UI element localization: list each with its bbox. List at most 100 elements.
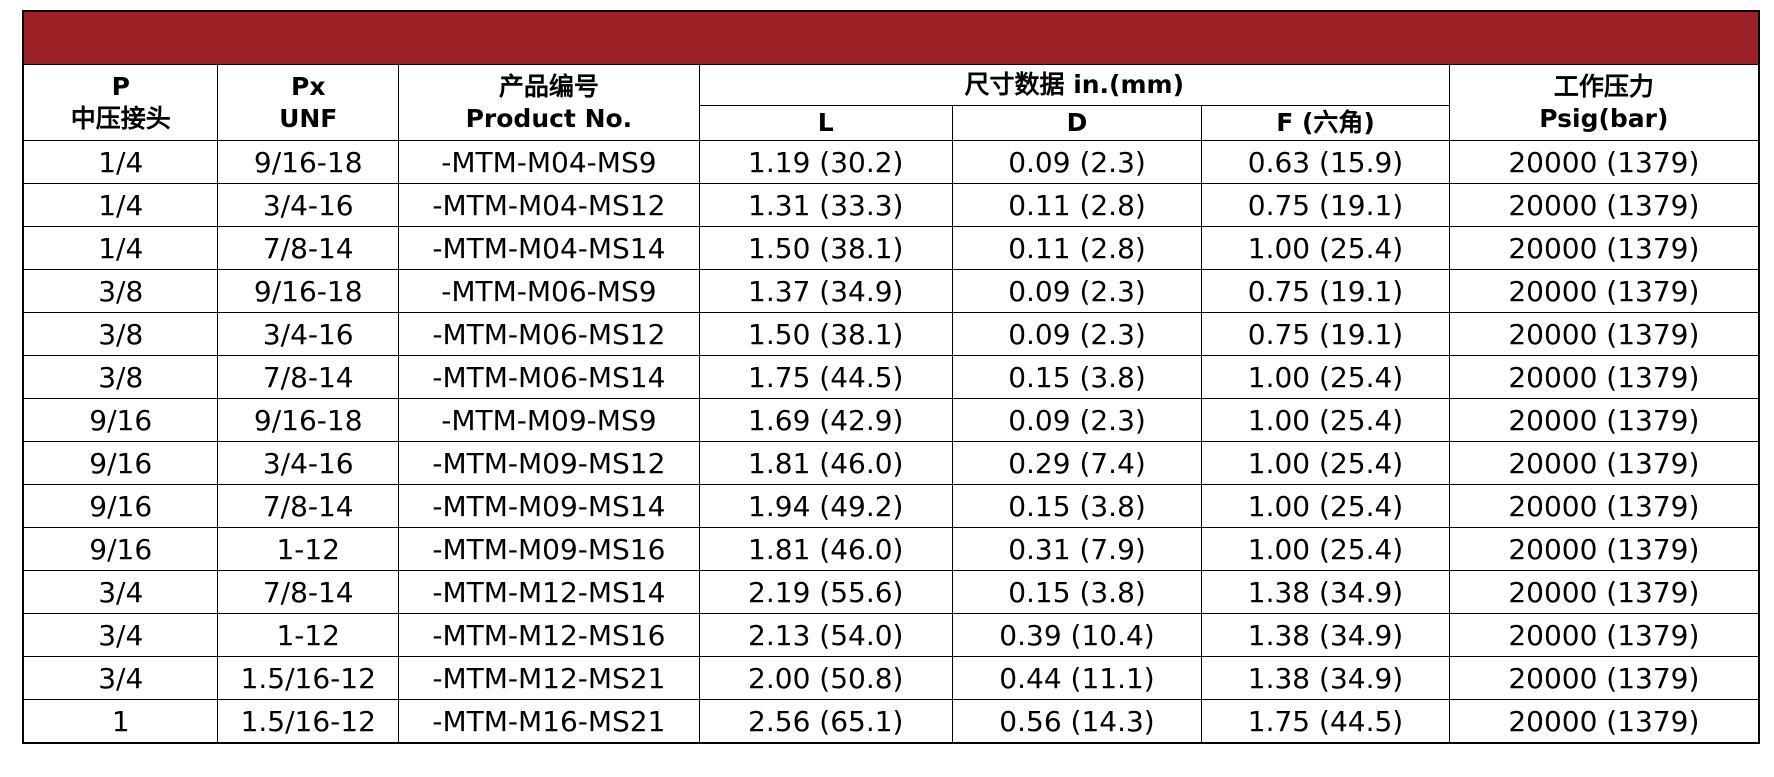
table-row: 1/4 7/8-14 -MTM-M04-MS14 1.50 (38.1) 0.11 (2… xyxy=(22,226,1760,270)
header-d: D xyxy=(951,105,1203,141)
cell-f: 1.38 (34.9) xyxy=(1201,656,1450,700)
header-product-line1: 产品编号 xyxy=(498,71,599,101)
cell-p: 9/16 xyxy=(22,484,219,528)
cell-pressure: 20000 (1379) xyxy=(1448,183,1760,227)
header-dimensions: 尺寸数据 in.(mm) xyxy=(698,64,1450,106)
cell-l: 1.94 (49.2) xyxy=(698,484,953,528)
cell-px: 1.5/16-12 xyxy=(217,699,399,744)
cell-f: 1.00 (25.4) xyxy=(1201,441,1450,485)
table-row: 9/16 3/4-16 -MTM-M09-MS12 1.81 (46.0) 0.29 (… xyxy=(22,441,1760,485)
cell-pressure: 20000 (1379) xyxy=(1448,398,1760,442)
cell-f: 1.38 (34.9) xyxy=(1201,613,1450,657)
cell-product-no: -MTM-M06-MS12 xyxy=(397,312,700,356)
table-row: 9/16 9/16-18 -MTM-M09-MS9 1.69 (42.9) 0.09 (… xyxy=(22,398,1760,442)
cell-l: 2.13 (54.0) xyxy=(698,613,953,657)
cell-f: 1.00 (25.4) xyxy=(1201,484,1450,528)
cell-d: 0.09 (2.3) xyxy=(951,140,1203,184)
cell-pressure: 20000 (1379) xyxy=(1448,613,1760,657)
header-l: L xyxy=(698,105,953,141)
cell-p: 1 xyxy=(22,699,219,744)
cell-px: 3/4-16 xyxy=(217,183,399,227)
table-banner xyxy=(22,10,1760,64)
cell-f: 1.00 (25.4) xyxy=(1201,355,1450,399)
cell-f: 1.00 (25.4) xyxy=(1201,398,1450,442)
header-f: F (六角) xyxy=(1201,105,1450,141)
cell-px: 1.5/16-12 xyxy=(217,656,399,700)
cell-d: 0.11 (2.8) xyxy=(951,183,1203,227)
cell-l: 1.50 (38.1) xyxy=(698,312,953,356)
cell-px: 3/4-16 xyxy=(217,441,399,485)
cell-d: 0.15 (3.8) xyxy=(951,355,1203,399)
spec-table: P 中压接头 Px UNF 产品编号 Product No. 尺寸数据 in.(… xyxy=(22,64,1760,744)
cell-l: 1.81 (46.0) xyxy=(698,527,953,571)
header-p-line2: 中压接头 xyxy=(70,103,171,133)
cell-d: 0.09 (2.3) xyxy=(951,398,1203,442)
cell-d: 0.09 (2.3) xyxy=(951,269,1203,313)
table-header: P 中压接头 Px UNF 产品编号 Product No. 尺寸数据 in.(… xyxy=(22,64,1760,141)
cell-product-no: -MTM-M12-MS14 xyxy=(397,570,700,614)
cell-px: 9/16-18 xyxy=(217,398,399,442)
table-row: 3/8 9/16-18 -MTM-M06-MS9 1.37 (34.9) 0.09 (2… xyxy=(22,269,1760,313)
header-product-line2: Product No. xyxy=(465,103,633,133)
cell-p: 3/8 xyxy=(22,355,219,399)
header-p-line1: P xyxy=(111,71,130,101)
cell-px: 7/8-14 xyxy=(217,570,399,614)
header-px: Px UNF xyxy=(217,64,399,141)
cell-product-no: -MTM-M09-MS16 xyxy=(397,527,700,571)
header-pressure-line1: 工作压力 xyxy=(1553,71,1654,101)
cell-p: 1/4 xyxy=(22,140,219,184)
cell-d: 0.09 (2.3) xyxy=(951,312,1203,356)
cell-l: 1.81 (46.0) xyxy=(698,441,953,485)
header-pressure-line2: Psig(bar) xyxy=(1539,103,1669,133)
cell-product-no: -MTM-M16-MS21 xyxy=(397,699,700,744)
cell-f: 1.75 (44.5) xyxy=(1201,699,1450,744)
header-product-no: 产品编号 Product No. xyxy=(397,64,700,141)
table-body: 1/4 9/16-18 -MTM-M04-MS9 1.19 (30.2) 0.09 (2… xyxy=(22,140,1760,744)
cell-l: 2.56 (65.1) xyxy=(698,699,953,744)
cell-pressure: 20000 (1379) xyxy=(1448,312,1760,356)
cell-f: 0.63 (15.9) xyxy=(1201,140,1450,184)
cell-d: 0.39 (10.4) xyxy=(951,613,1203,657)
cell-l: 1.69 (42.9) xyxy=(698,398,953,442)
cell-p: 9/16 xyxy=(22,527,219,571)
cell-p: 3/4 xyxy=(22,656,219,700)
cell-d: 0.11 (2.8) xyxy=(951,226,1203,270)
cell-px: 3/4-16 xyxy=(217,312,399,356)
cell-product-no: -MTM-M04-MS9 xyxy=(397,140,700,184)
cell-px: 7/8-14 xyxy=(217,226,399,270)
table-row: 1/4 3/4-16 -MTM-M04-MS12 1.31 (33.3) 0.11 (2… xyxy=(22,183,1760,227)
header-px-line2: UNF xyxy=(279,103,338,133)
cell-product-no: -MTM-M06-MS9 xyxy=(397,269,700,313)
cell-product-no: -MTM-M12-MS21 xyxy=(397,656,700,700)
cell-f: 0.75 (19.1) xyxy=(1201,312,1450,356)
cell-f: 1.38 (34.9) xyxy=(1201,570,1450,614)
header-pressure: 工作压力 Psig(bar) xyxy=(1448,64,1760,141)
table-row: 1/4 9/16-18 -MTM-M04-MS9 1.19 (30.2) 0.09 (2… xyxy=(22,140,1760,184)
cell-product-no: -MTM-M09-MS14 xyxy=(397,484,700,528)
cell-pressure: 20000 (1379) xyxy=(1448,441,1760,485)
cell-f: 1.00 (25.4) xyxy=(1201,226,1450,270)
cell-p: 9/16 xyxy=(22,398,219,442)
cell-p: 3/8 xyxy=(22,312,219,356)
cell-p: 1/4 xyxy=(22,183,219,227)
cell-d: 0.44 (11.1) xyxy=(951,656,1203,700)
cell-px: 9/16-18 xyxy=(217,269,399,313)
cell-f: 0.75 (19.1) xyxy=(1201,183,1450,227)
table-row: 3/8 7/8-14 -MTM-M06-MS14 1.75 (44.5) 0.15 (3… xyxy=(22,355,1760,399)
header-p: P 中压接头 xyxy=(22,64,219,141)
cell-d: 0.56 (14.3) xyxy=(951,699,1203,744)
cell-pressure: 20000 (1379) xyxy=(1448,699,1760,744)
table-row: 9/16 7/8-14 -MTM-M09-MS14 1.94 (49.2) 0.15 (… xyxy=(22,484,1760,528)
cell-p: 1/4 xyxy=(22,226,219,270)
cell-px: 1-12 xyxy=(217,613,399,657)
cell-px: 1-12 xyxy=(217,527,399,571)
cell-pressure: 20000 (1379) xyxy=(1448,269,1760,313)
table-row: 3/8 3/4-16 -MTM-M06-MS12 1.50 (38.1) 0.09 (2… xyxy=(22,312,1760,356)
cell-p: 3/4 xyxy=(22,570,219,614)
cell-p: 3/8 xyxy=(22,269,219,313)
cell-px: 9/16-18 xyxy=(217,140,399,184)
table-row: 3/4 1.5/16-12 -MTM-M12-MS21 2.00 (50.8) 0.44… xyxy=(22,656,1760,700)
cell-l: 1.19 (30.2) xyxy=(698,140,953,184)
cell-d: 0.15 (3.8) xyxy=(951,484,1203,528)
cell-px: 7/8-14 xyxy=(217,484,399,528)
